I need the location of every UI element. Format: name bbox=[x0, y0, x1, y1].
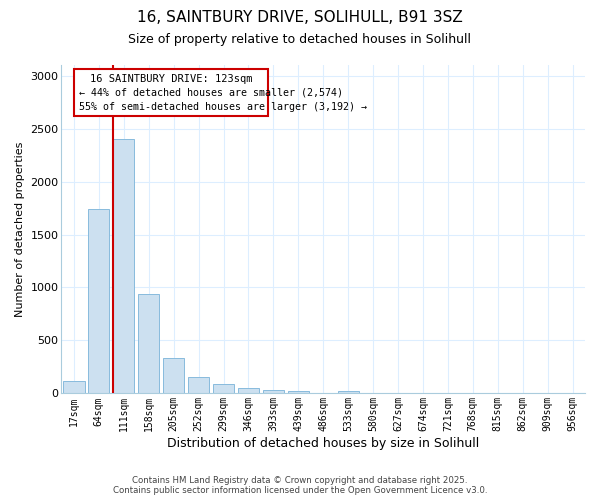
Bar bbox=[263, 390, 284, 394]
Text: 55% of semi-detached houses are larger (3,192) →: 55% of semi-detached houses are larger (… bbox=[79, 102, 367, 113]
Bar bbox=[88, 209, 109, 394]
Text: Size of property relative to detached houses in Solihull: Size of property relative to detached ho… bbox=[128, 32, 472, 46]
Bar bbox=[138, 294, 160, 394]
Bar bbox=[64, 380, 85, 394]
Text: ← 44% of detached houses are smaller (2,574): ← 44% of detached houses are smaller (2,… bbox=[79, 88, 343, 98]
X-axis label: Distribution of detached houses by size in Solihull: Distribution of detached houses by size … bbox=[167, 437, 479, 450]
Bar bbox=[213, 384, 234, 394]
Bar bbox=[338, 392, 359, 394]
Bar bbox=[288, 392, 309, 394]
Bar bbox=[238, 388, 259, 394]
Y-axis label: Number of detached properties: Number of detached properties bbox=[15, 142, 25, 317]
Bar bbox=[113, 139, 134, 394]
Bar bbox=[188, 377, 209, 394]
FancyBboxPatch shape bbox=[74, 69, 268, 116]
Text: 16 SAINTBURY DRIVE: 123sqm: 16 SAINTBURY DRIVE: 123sqm bbox=[90, 74, 253, 85]
Text: 16, SAINTBURY DRIVE, SOLIHULL, B91 3SZ: 16, SAINTBURY DRIVE, SOLIHULL, B91 3SZ bbox=[137, 10, 463, 25]
Bar bbox=[163, 358, 184, 394]
Text: Contains HM Land Registry data © Crown copyright and database right 2025.
Contai: Contains HM Land Registry data © Crown c… bbox=[113, 476, 487, 495]
